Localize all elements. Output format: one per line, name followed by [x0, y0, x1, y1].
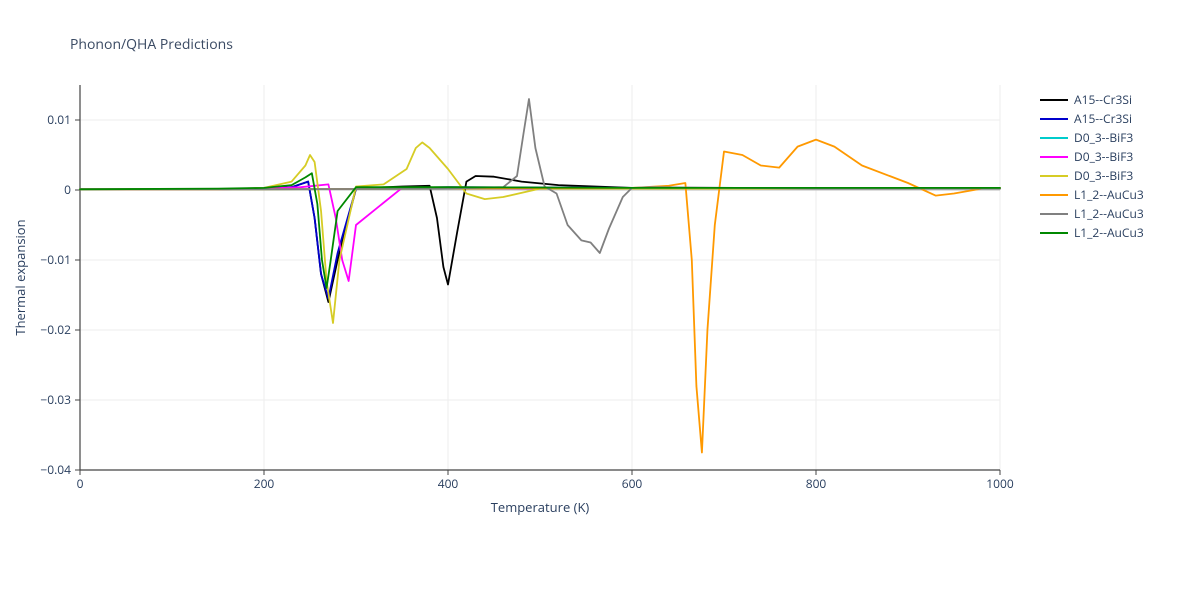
- legend-swatch: [1040, 156, 1068, 158]
- legend-label: L1_2--AuCu3: [1074, 204, 1144, 223]
- legend-swatch: [1040, 99, 1068, 101]
- legend-label: A15--Cr3Si: [1074, 90, 1132, 109]
- chart-title: Phonon/QHA Predictions: [70, 35, 233, 54]
- legend-item[interactable]: L1_2--AuCu3: [1040, 204, 1144, 223]
- svg-text:800: 800: [806, 475, 827, 492]
- legend-swatch: [1040, 194, 1068, 196]
- legend-swatch: [1040, 137, 1068, 139]
- svg-text:0: 0: [64, 181, 71, 198]
- legend-item[interactable]: A15--Cr3Si: [1040, 90, 1144, 109]
- svg-text:−0.04: −0.04: [40, 461, 71, 478]
- legend-swatch: [1040, 213, 1068, 215]
- legend-item[interactable]: D0_3--BiF3: [1040, 147, 1144, 166]
- chart-container: Phonon/QHA Predictions 0 200 400 600 800 1000…: [0, 0, 1200, 600]
- legend-label: L1_2--AuCu3: [1074, 185, 1144, 204]
- series-line: [80, 184, 1000, 281]
- legend-label: L1_2--AuCu3: [1074, 223, 1144, 242]
- series-line: [80, 140, 1000, 453]
- legend-item[interactable]: L1_2--AuCu3: [1040, 185, 1144, 204]
- line-chart: 0 200 400 600 800 1000 −0.04 −0.03 −0.02 −0.01 0 0.…: [0, 0, 1200, 600]
- svg-text:200: 200: [254, 475, 275, 492]
- legend-item[interactable]: L1_2--AuCu3: [1040, 223, 1144, 242]
- legend-label: D0_3--BiF3: [1074, 166, 1133, 185]
- legend-item[interactable]: A15--Cr3Si: [1040, 109, 1144, 128]
- svg-text:−0.01: −0.01: [40, 251, 71, 268]
- svg-text:0.01: 0.01: [47, 111, 71, 128]
- series-line: [80, 176, 1000, 302]
- svg-text:0: 0: [77, 475, 84, 492]
- svg-text:Thermal expansion: Thermal expansion: [11, 219, 29, 335]
- svg-text:Temperature (K): Temperature (K): [491, 498, 590, 516]
- legend-label: D0_3--BiF3: [1074, 128, 1133, 147]
- legend-swatch: [1040, 118, 1068, 120]
- legend-item[interactable]: D0_3--BiF3: [1040, 166, 1144, 185]
- svg-text:−0.02: −0.02: [40, 321, 71, 338]
- svg-text:400: 400: [438, 475, 459, 492]
- svg-text:−0.03: −0.03: [40, 391, 71, 408]
- legend-swatch: [1040, 175, 1068, 177]
- legend-item[interactable]: D0_3--BiF3: [1040, 128, 1144, 147]
- svg-text:600: 600: [622, 475, 643, 492]
- legend-label: A15--Cr3Si: [1074, 109, 1132, 128]
- legend-swatch: [1040, 232, 1068, 234]
- legend: A15--Cr3SiA15--Cr3SiD0_3--BiF3D0_3--BiF3…: [1040, 90, 1144, 242]
- svg-text:1000: 1000: [986, 475, 1014, 492]
- legend-label: D0_3--BiF3: [1074, 147, 1133, 166]
- series-line: [80, 99, 1000, 253]
- series-line: [80, 182, 1000, 299]
